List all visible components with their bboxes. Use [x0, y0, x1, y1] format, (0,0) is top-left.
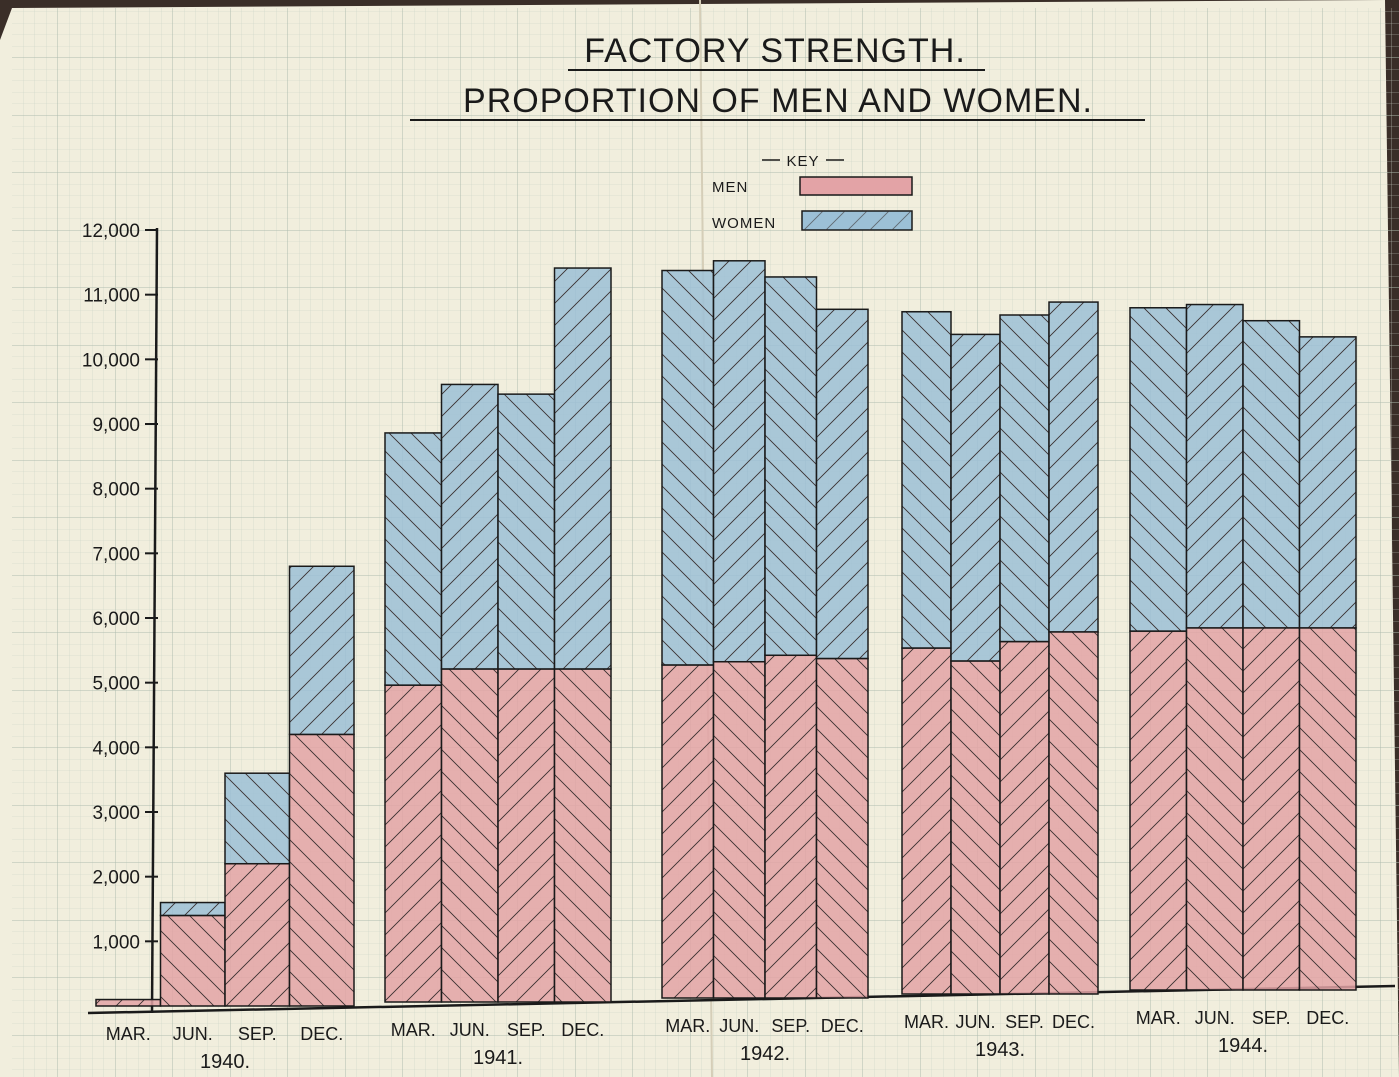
bar-women-hatch [901, 311, 952, 649]
y-tick-label: 8,000 [92, 480, 140, 501]
y-tick-label: 9,000 [92, 415, 140, 436]
x-labels: MAR. JUN. SEP. DEC. 1940. MAR. JUN. SEP. DEC. 194… [106, 1008, 1350, 1073]
bar-women-hatch [999, 314, 1050, 643]
y-tick-label: 6,000 [92, 609, 140, 630]
bar-men-hatch [950, 660, 1001, 995]
bar-men-hatch [764, 654, 818, 999]
x-tick-label: JUN. [1195, 1008, 1235, 1028]
y-tick-label: 7,000 [92, 544, 140, 565]
year-label: 1944. [1218, 1035, 1268, 1057]
legend-swatch-men [799, 176, 913, 196]
legend-heading: KEY [786, 153, 819, 170]
y-tick-label: 5,000 [92, 674, 140, 695]
chart-subtitle: PROPORTION OF MEN AND WOMEN. [463, 82, 1093, 120]
bar-men-hatch [815, 657, 869, 999]
x-tick-label: MAR. [904, 1012, 949, 1032]
legend: KEY MEN WOMEN [712, 153, 913, 232]
bar-women-hatch [1242, 319, 1301, 629]
bar-women-hatch [497, 393, 556, 670]
bar-women-hatch [440, 383, 499, 670]
x-tick-label: JUN. [956, 1012, 996, 1032]
bar-men-hatch [1185, 627, 1244, 991]
bar-men-hatch [440, 668, 499, 1003]
bar-men-hatch [384, 684, 443, 1003]
bar-men-hatch [712, 660, 766, 999]
bar-women-hatch [1129, 307, 1188, 632]
legend-label-men: MEN [712, 179, 748, 196]
x-tick-label: SEP. [1005, 1012, 1044, 1032]
bar-men-hatch [288, 733, 355, 1007]
bar-women-hatch [712, 260, 766, 663]
y-tick-label: 12,000 [82, 221, 140, 242]
y-ticks: 1,000 2,000 3,000 4,000 5,000 6,000 7,000 8,000… [82, 221, 158, 953]
x-tick-label: SEP. [238, 1024, 277, 1044]
year-label: 1942. [740, 1043, 790, 1065]
bar-women-hatch [384, 432, 443, 686]
x-tick-label: SEP. [771, 1016, 810, 1036]
bar-men-hatch [999, 640, 1050, 995]
bar-women-hatch [553, 267, 612, 670]
bar-women-hatch [815, 308, 869, 660]
bars [95, 260, 1357, 1007]
x-tick-label: MAR. [1136, 1008, 1181, 1028]
bar-women-hatch [1048, 301, 1099, 633]
bar-women-hatch [224, 772, 291, 865]
x-tick-label: SEP. [1252, 1008, 1291, 1028]
bar-men-hatch [224, 862, 291, 1007]
bar-men-hatch [497, 668, 556, 1003]
bar-men-hatch [1129, 630, 1188, 991]
year-label: 1941. [473, 1047, 523, 1069]
y-tick-label: 10,000 [82, 350, 140, 371]
bar-women-hatch [1298, 336, 1357, 629]
legend-label-women: WOMEN [712, 215, 776, 232]
x-tick-label: JUN. [173, 1024, 213, 1044]
bar-men-hatch [553, 668, 612, 1003]
x-tick-label: DEC. [1052, 1012, 1095, 1032]
x-tick-label: SEP. [507, 1020, 546, 1040]
bar-women-hatch [950, 333, 1001, 662]
x-tick-label: DEC. [561, 1020, 604, 1040]
bar-men-hatch [1048, 631, 1099, 995]
bar-women-hatch [764, 276, 818, 657]
x-tick-label: MAR. [106, 1024, 151, 1044]
bar-men-hatch [1298, 627, 1357, 991]
x-tick-label: DEC. [300, 1024, 343, 1044]
year-label: 1940. [200, 1051, 250, 1073]
x-tick-label: MAR. [391, 1020, 436, 1040]
y-tick-label: 1,000 [92, 932, 140, 953]
x-tick-label: MAR. [665, 1016, 710, 1036]
bar-men-hatch [159, 914, 226, 1007]
x-tick-label: DEC. [821, 1016, 864, 1036]
x-tick-label: JUN. [450, 1020, 490, 1040]
x-tick-label: JUN. [719, 1016, 759, 1036]
y-tick-label: 3,000 [92, 803, 140, 824]
bar-women-hatch [288, 565, 355, 736]
year-label: 1943. [975, 1039, 1025, 1061]
bar-men-hatch [1242, 627, 1301, 991]
legend-swatch-women [801, 210, 913, 231]
bar-women-hatch [159, 901, 226, 917]
y-tick-label: 11,000 [83, 286, 140, 307]
x-tick-label: DEC. [1306, 1008, 1349, 1028]
y-tick-label: 4,000 [92, 738, 140, 759]
bar-men-hatch [95, 998, 162, 1007]
bar-women-hatch [1185, 303, 1244, 629]
y-tick-label: 2,000 [92, 868, 140, 889]
bar-women-hatch [661, 269, 715, 666]
chart-title: FACTORY STRENGTH. [584, 32, 966, 70]
bar-men-hatch [901, 647, 952, 995]
bar-men-hatch [661, 664, 715, 999]
